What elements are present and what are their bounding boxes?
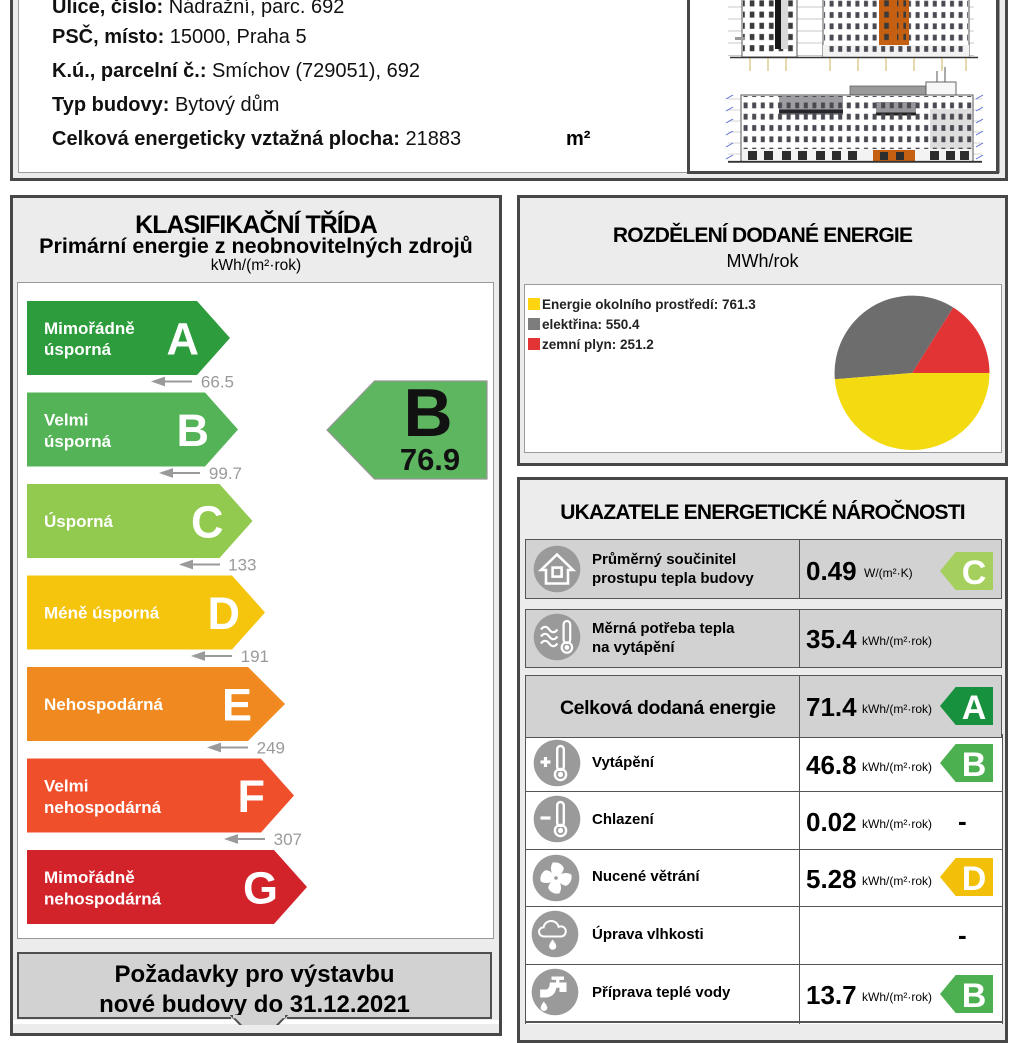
svg-text:Mimořádně: Mimořádně xyxy=(44,868,135,887)
svg-text:C: C xyxy=(191,497,224,548)
svg-text:D: D xyxy=(208,588,241,639)
svg-text:133: 133 xyxy=(228,556,256,575)
svg-text:D: D xyxy=(962,860,987,896)
svg-text:99.7: 99.7 xyxy=(209,464,242,483)
svg-text:B: B xyxy=(962,746,987,782)
svg-text:76.9: 76.9 xyxy=(400,442,460,477)
svg-text:E: E xyxy=(222,680,252,731)
svg-text:191: 191 xyxy=(241,647,269,666)
svg-text:B: B xyxy=(403,375,452,451)
svg-text:Mimořádně: Mimořádně xyxy=(44,319,135,338)
svg-text:G: G xyxy=(243,863,278,914)
svg-text:Velmi: Velmi xyxy=(44,777,88,796)
svg-text:249: 249 xyxy=(257,739,285,758)
svg-text:úsporná: úsporná xyxy=(44,340,112,359)
svg-text:C: C xyxy=(962,554,987,590)
svg-text:A: A xyxy=(167,314,200,365)
svg-text:nehospodárná: nehospodárná xyxy=(44,798,162,817)
svg-text:Nehospodárná: Nehospodárná xyxy=(44,695,164,714)
svg-text:úsporná: úsporná xyxy=(44,432,112,451)
svg-text:66.5: 66.5 xyxy=(201,373,234,392)
svg-text:Úsporná: Úsporná xyxy=(44,512,114,531)
svg-text:307: 307 xyxy=(274,830,302,849)
svg-text:A: A xyxy=(962,689,987,725)
svg-text:Méně úsporná: Méně úsporná xyxy=(44,604,160,623)
svg-text:F: F xyxy=(238,771,266,822)
svg-text:Velmi: Velmi xyxy=(44,411,88,430)
svg-text:B: B xyxy=(177,405,210,456)
svg-text:nehospodárná: nehospodárná xyxy=(44,890,162,909)
svg-text:B: B xyxy=(962,977,987,1013)
